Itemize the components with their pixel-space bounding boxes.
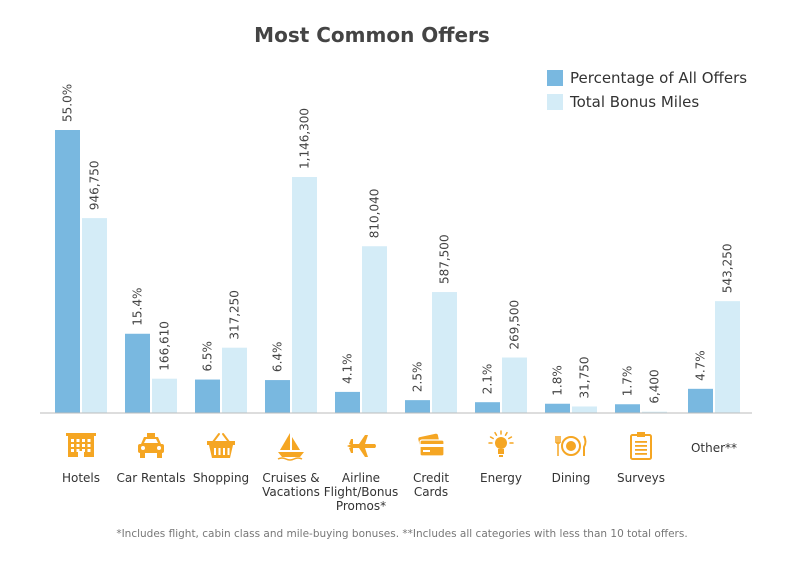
taxi-icon <box>138 433 164 458</box>
value-label-bonus-miles-surveys: 6,400 <box>648 369 662 403</box>
value-label-percentage-cruises-vacations: 6.4% <box>271 342 285 373</box>
chart-title: Most Common Offers <box>254 23 490 47</box>
bar-percentage-hotels <box>55 130 80 413</box>
bar-percentage-airline-flight-bonus-promos <box>335 391 360 413</box>
category-label-cruises-vacations: Cruises & Vacations <box>262 471 320 499</box>
credit-card-icon <box>418 433 445 457</box>
airplane-icon <box>347 435 376 457</box>
legend-label-bonus-miles: Total Bonus Miles <box>569 93 699 111</box>
category-label-energy: Energy <box>480 471 522 485</box>
value-label-bonus-miles-shopping: 317,250 <box>228 290 242 340</box>
value-label-percentage-surveys: 1.7% <box>621 366 635 397</box>
category-label-dining: Dining <box>552 471 591 485</box>
value-label-percentage-energy: 2.1% <box>481 364 495 395</box>
category-label-hotels: Hotels <box>62 471 100 485</box>
category-label-car-rentals: Car Rentals <box>117 471 186 485</box>
category-label-other: Other** <box>691 441 737 455</box>
value-label-percentage-car-rentals: 15.4% <box>131 288 145 326</box>
lightbulb-icon <box>488 430 514 457</box>
bar-bonus-miles-surveys <box>642 411 667 413</box>
bar-bonus-miles-cruises-vacations <box>292 177 317 413</box>
value-label-bonus-miles-cruises-vacations: 1,146,300 <box>298 108 312 169</box>
footnote: *Includes flight, cabin class and mile-b… <box>116 528 687 540</box>
bar-percentage-other <box>688 388 713 413</box>
value-label-bonus-miles-other: 543,250 <box>721 244 735 294</box>
value-label-percentage-airline-flight-bonus-promos: 4.1% <box>341 353 355 384</box>
value-label-percentage-hotels: 55.0% <box>61 84 75 122</box>
value-label-percentage-dining: 1.8% <box>551 365 565 396</box>
legend: Percentage of All Offers Total Bonus Mil… <box>547 69 747 111</box>
bars-layer: 55.0% 946,750 15.4% 166,610 6.5% 317,250 6.4% 1… <box>55 84 740 413</box>
sailboat-icon <box>277 433 304 461</box>
bar-percentage-surveys <box>615 404 640 413</box>
bar-bonus-miles-credit-cards <box>432 292 457 413</box>
hotel-icon <box>66 433 96 457</box>
bar-bonus-miles-car-rentals <box>152 378 177 413</box>
bar-percentage-shopping <box>195 379 220 413</box>
value-label-bonus-miles-airline-flight-bonus-promos: 810,040 <box>368 189 382 239</box>
category-label-credit-cards: Credit Cards <box>413 471 449 499</box>
bar-bonus-miles-hotels <box>82 218 107 413</box>
legend-swatch-bonus-miles <box>547 94 563 110</box>
bar-bonus-miles-energy <box>502 357 527 413</box>
category-labels: Hotels Car Rentals Shopping Cruises & Vacati… <box>62 441 737 513</box>
value-label-bonus-miles-energy: 269,500 <box>508 300 522 350</box>
legend-swatch-percentage <box>547 70 563 86</box>
bar-bonus-miles-other <box>715 301 740 413</box>
bar-percentage-dining <box>545 403 570 413</box>
bar-bonus-miles-dining <box>572 406 597 413</box>
bar-percentage-cruises-vacations <box>265 380 290 413</box>
icons-layer <box>66 430 652 461</box>
category-label-surveys: Surveys <box>617 471 665 485</box>
shopping-basket-icon <box>207 433 235 458</box>
legend-label-percentage: Percentage of All Offers <box>570 69 747 87</box>
dining-icon <box>555 435 587 456</box>
value-label-percentage-shopping: 6.5% <box>201 341 215 372</box>
bar-percentage-car-rentals <box>125 333 150 413</box>
value-label-bonus-miles-hotels: 946,750 <box>88 160 102 210</box>
bar-percentage-credit-cards <box>405 400 430 413</box>
category-label-airline-flight-bonus-promos: Airline Flight/Bonus Promos* <box>324 471 399 513</box>
value-label-percentage-other: 4.7% <box>694 350 708 381</box>
clipboard-icon <box>630 432 652 460</box>
category-label-shopping: Shopping <box>193 471 249 485</box>
bar-percentage-energy <box>475 402 500 413</box>
value-label-bonus-miles-dining: 31,750 <box>578 356 592 398</box>
value-label-bonus-miles-car-rentals: 166,610 <box>158 321 172 371</box>
value-label-percentage-credit-cards: 2.5% <box>411 362 425 393</box>
bar-bonus-miles-airline-flight-bonus-promos <box>362 246 387 413</box>
value-label-bonus-miles-credit-cards: 587,500 <box>438 234 452 284</box>
bar-bonus-miles-shopping <box>222 347 247 413</box>
